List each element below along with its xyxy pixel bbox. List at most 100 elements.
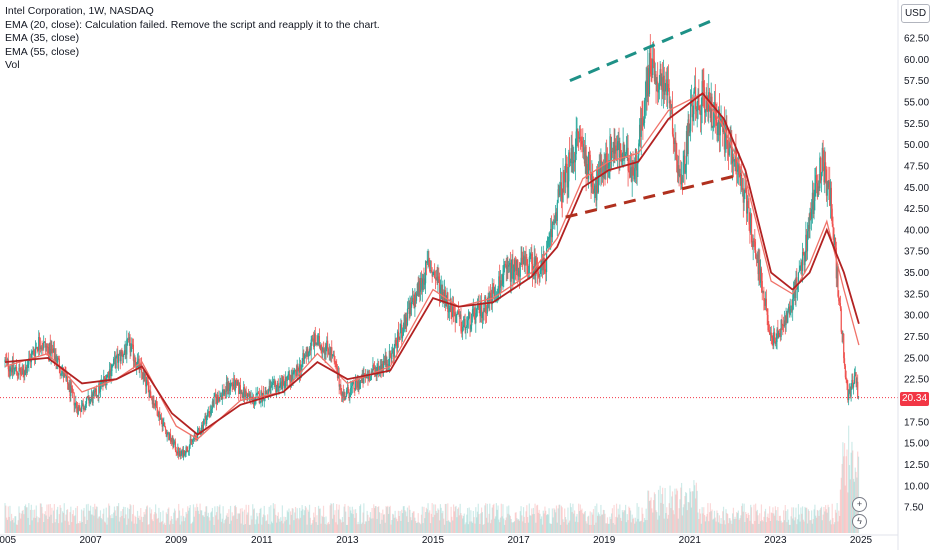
- volume-bar: [301, 505, 303, 533]
- volume-bar: [309, 517, 311, 533]
- volume-bar: [832, 518, 834, 533]
- candle-body: [830, 187, 832, 209]
- volume-bar: [299, 517, 302, 533]
- candle-body: [208, 411, 210, 413]
- volume-bar: [284, 521, 286, 533]
- volume-bar: [536, 505, 538, 533]
- candle-body: [476, 305, 479, 310]
- candle-body: [387, 364, 389, 368]
- candle-body: [405, 317, 407, 329]
- candle-body: [271, 382, 274, 385]
- candle-body: [631, 166, 633, 182]
- volume-bar: [54, 522, 56, 533]
- candle-body: [554, 220, 556, 223]
- volume-bar: [258, 512, 260, 533]
- candle-body: [788, 306, 790, 315]
- ema35-legend[interactable]: EMA (35, close): [5, 32, 80, 45]
- candle-body: [675, 140, 677, 143]
- candle-body: [579, 137, 581, 138]
- volume-bar: [617, 508, 619, 533]
- volume-bar: [774, 506, 776, 533]
- volume-bar: [99, 516, 101, 533]
- candle-body: [741, 174, 743, 190]
- volume-bar: [597, 512, 600, 533]
- candle-body: [46, 346, 48, 348]
- candle-body: [333, 354, 335, 362]
- ema20-legend[interactable]: EMA (20, close): Calculation failed. Rem…: [5, 18, 380, 31]
- candle-body: [351, 382, 353, 387]
- x-tick-label: 2025: [850, 535, 873, 546]
- volume-bar: [252, 504, 254, 533]
- candle-body: [229, 388, 231, 392]
- plot-area[interactable]: [0, 0, 898, 535]
- candle-body: [751, 242, 753, 248]
- volume-bar: [224, 520, 226, 533]
- candle-body: [712, 126, 714, 128]
- candle-body: [530, 254, 532, 256]
- volume-bar: [546, 514, 549, 533]
- volume-bar: [813, 509, 815, 533]
- volume-bar: [508, 505, 510, 533]
- price-axis[interactable]: 7.5010.0012.5015.0017.5020.0022.5025.002…: [904, 33, 929, 513]
- volume-bar: [236, 518, 238, 533]
- volume-bar: [297, 518, 299, 533]
- symbol-title[interactable]: Intel Corporation, 1W, NASDAQ: [5, 5, 154, 17]
- candle-body: [540, 268, 542, 271]
- volume-bar: [650, 497, 652, 533]
- candle-body: [550, 229, 553, 238]
- plus-circle-icon[interactable]: +: [852, 497, 867, 512]
- volume-bar: [524, 523, 526, 533]
- candle-body: [607, 166, 609, 169]
- volume-bar: [592, 514, 594, 533]
- volume-bar: [794, 517, 796, 533]
- candle-body: [705, 99, 707, 110]
- candle-body: [702, 81, 704, 88]
- candle-body: [179, 451, 181, 457]
- volume-bar: [305, 507, 307, 533]
- candle-body: [73, 392, 75, 406]
- candle-body: [659, 69, 661, 85]
- time-axis[interactable]: 2005200720092011201320152017201920212023…: [0, 535, 873, 546]
- volume-bar: [537, 512, 539, 533]
- candle-body: [108, 372, 110, 379]
- y-tick-label: 52.50: [904, 119, 929, 130]
- volume-bar: [745, 514, 748, 533]
- volume-bar: [265, 521, 267, 533]
- volume-bar: [572, 503, 574, 533]
- y-tick-label: 17.50: [904, 417, 929, 428]
- ema55-legend[interactable]: EMA (55, close): [5, 45, 80, 58]
- candle-body: [816, 183, 818, 197]
- volume-bar: [411, 520, 413, 533]
- candle-body: [380, 365, 382, 372]
- volume-bar: [684, 496, 686, 533]
- candle-body: [489, 293, 491, 301]
- volume-bar: [397, 521, 399, 533]
- volume-bar: [513, 521, 516, 533]
- volume-bar: [632, 518, 634, 533]
- volume-bar: [157, 517, 159, 533]
- volume-bar: [310, 524, 312, 533]
- candle-body: [838, 296, 840, 302]
- lightning-icon[interactable]: ϟ: [852, 514, 867, 529]
- candle-body: [452, 306, 455, 313]
- volume-bar: [199, 503, 201, 533]
- volume-bar: [847, 492, 849, 533]
- currency-button[interactable]: USD: [901, 4, 930, 23]
- candle-body: [201, 425, 204, 430]
- candle-body: [246, 394, 248, 400]
- volume-bar: [161, 521, 163, 533]
- volume-bar: [644, 520, 646, 533]
- volume-bar: [657, 519, 659, 533]
- candle-body: [622, 143, 624, 158]
- volume-bar: [389, 505, 391, 533]
- volume-legend[interactable]: Vol: [5, 59, 20, 72]
- volume-bar: [679, 499, 681, 533]
- volume-bar: [722, 506, 725, 533]
- volume-bar: [682, 507, 684, 533]
- volume-bar: [181, 521, 183, 533]
- candle-body: [653, 60, 656, 82]
- candle-body: [322, 347, 325, 353]
- candle-body: [128, 337, 130, 340]
- volume-bar: [122, 506, 125, 533]
